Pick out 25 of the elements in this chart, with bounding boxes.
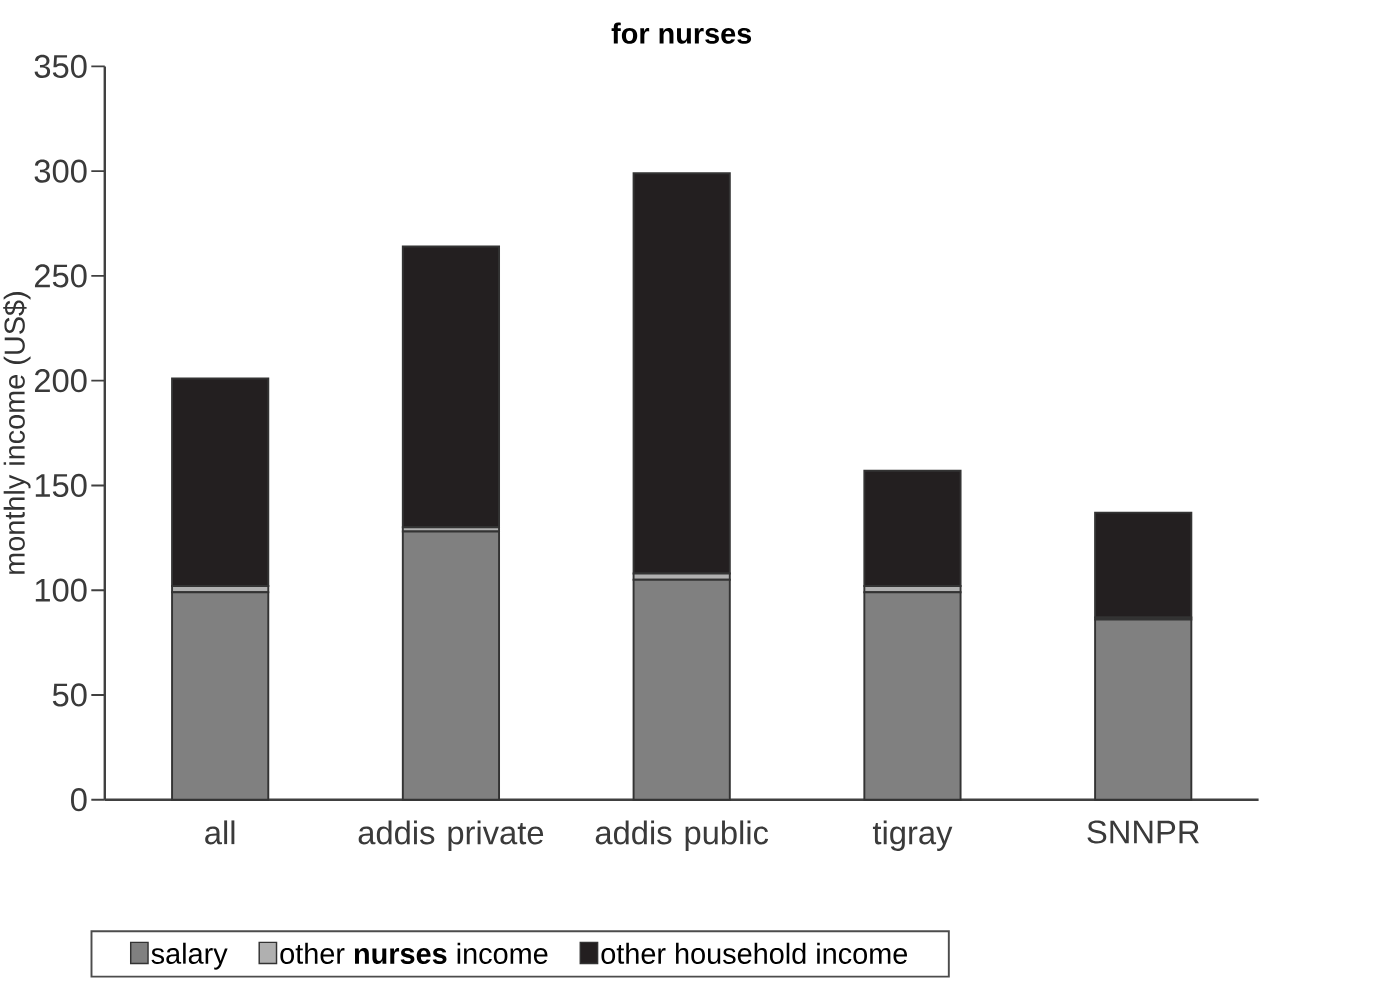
x-tick-label: SNNPR [1087,820,1199,844]
legend-label: salary [151,942,228,970]
y-tick-label: 50 [52,683,87,707]
bar [632,172,731,575]
legend-label: other nurses income [280,942,548,965]
bar [401,245,501,529]
y-tick-label: 200 [34,369,87,393]
x-tick-label: tigray [872,820,953,852]
bar [401,530,501,801]
bar [1094,618,1193,801]
x-tick-label: addis public [595,820,769,852]
chart-title: for nurses [611,22,752,44]
x-tick-label: addis private [358,820,544,852]
bar [171,377,270,588]
x-tick-label: all [205,820,235,845]
legend-label: other household income [601,942,908,965]
y-tick-label: 350 [34,54,87,79]
y-tick-label: 100 [35,578,87,602]
y-tick-label: 150 [35,473,87,498]
y-axis-title: monthly income (US$) [3,292,31,575]
y-tick-label: 250 [34,264,87,288]
y-tick-label: 300 [34,159,87,183]
bar [863,469,962,588]
bar [1094,511,1193,619]
y-tick-label: 0 [71,788,87,812]
